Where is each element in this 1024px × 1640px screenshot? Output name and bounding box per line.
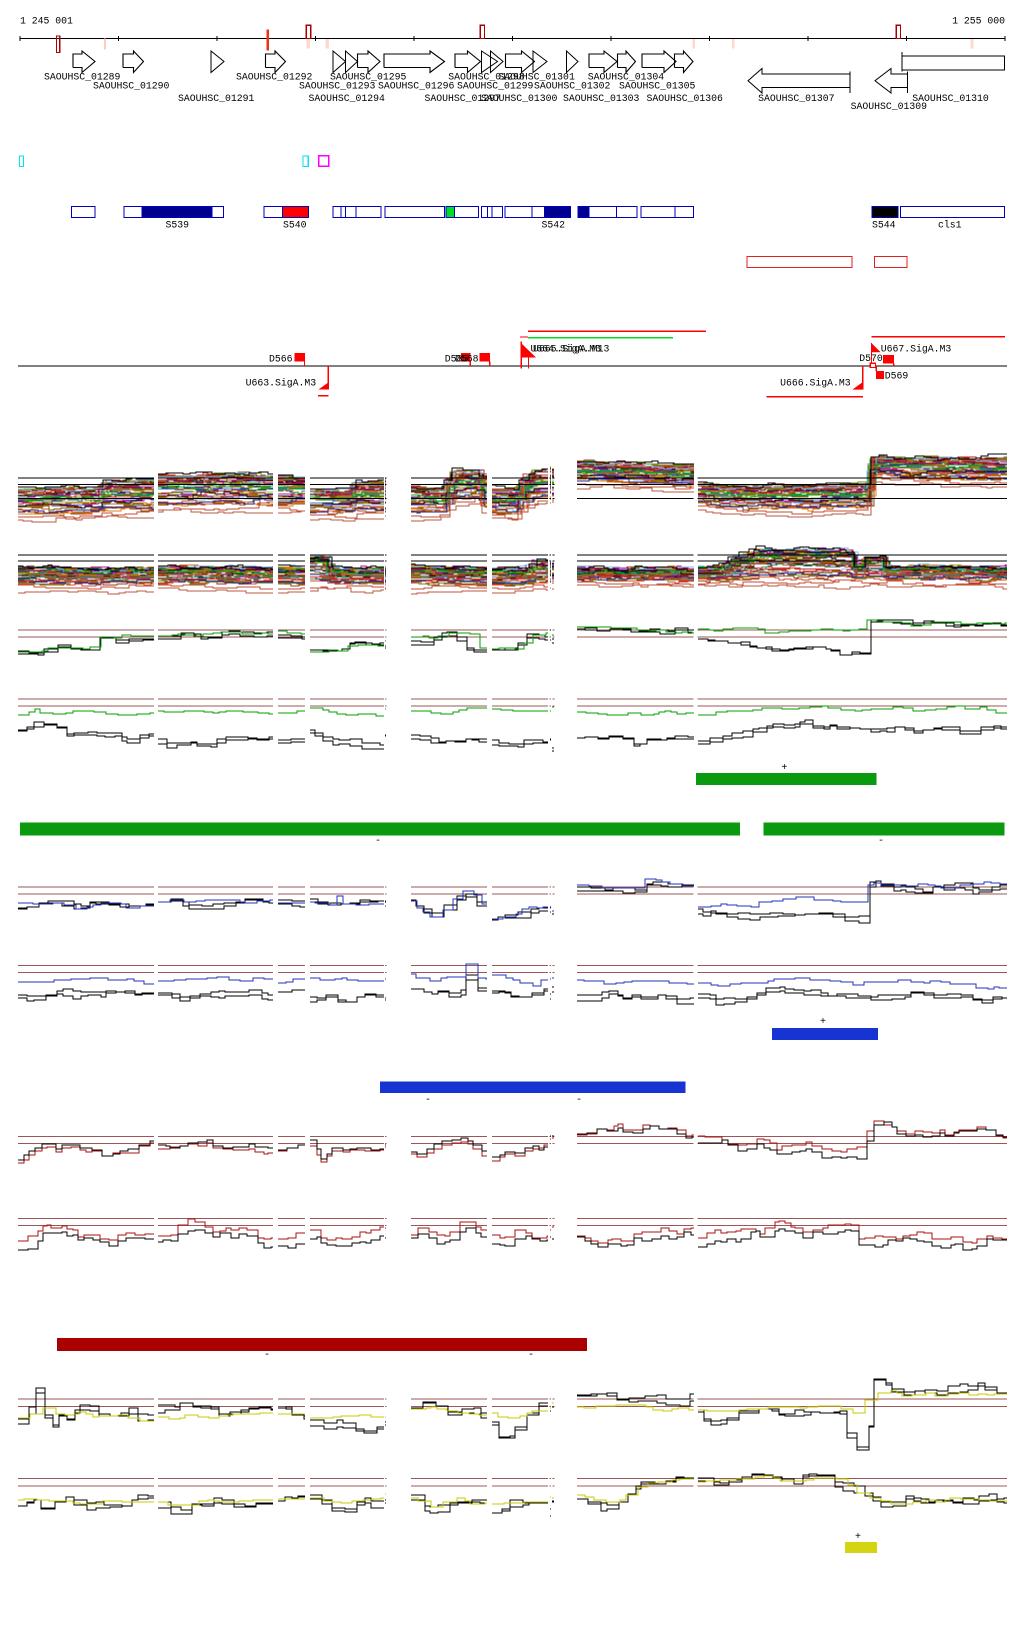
svg-text:SAOUHSC_01295: SAOUHSC_01295 [330,71,407,82]
svg-text:SAOUHSC_01301: SAOUHSC_01301 [498,71,575,82]
svg-text:SAOUHSC_01306: SAOUHSC_01306 [647,93,724,104]
svg-text:+: + [855,1532,861,1543]
svg-text:S544: S544 [872,219,896,230]
svg-text:SAOUHSC_01298: SAOUHSC_01298 [448,71,525,82]
svg-text:D568: D568 [455,353,479,364]
svg-text:-: - [375,836,381,847]
svg-text:SAOUHSC_01310: SAOUHSC_01310 [912,93,989,104]
svg-text:SAOUHSC_01293: SAOUHSC_01293 [299,80,376,91]
svg-text:SAOUHSC_01303: SAOUHSC_01303 [563,93,640,104]
svg-text:-: - [878,836,884,847]
svg-text:1 255 000: 1 255 000 [952,16,1005,27]
svg-text:-: - [576,1095,582,1106]
svg-text:U665.SigA.M13: U665.SigA.M13 [533,344,610,355]
svg-text:-: - [425,1095,431,1106]
svg-text:SAOUHSC_01309: SAOUHSC_01309 [851,101,928,112]
svg-text:U663.SigA.M3: U663.SigA.M3 [246,378,317,389]
svg-text:U664.SigA.M3: U664.SigA.M3 [531,344,602,355]
svg-text:SAOUHSC_01289: SAOUHSC_01289 [44,71,121,82]
svg-text:U666.SigA.M3: U666.SigA.M3 [780,378,851,389]
svg-text:D570: D570 [859,353,883,364]
svg-text:SAOUHSC_01304: SAOUHSC_01304 [588,71,665,82]
svg-text:SAOUHSC_01290: SAOUHSC_01290 [93,80,170,91]
svg-text:SAOUHSC_01292: SAOUHSC_01292 [236,71,313,82]
svg-text:SAOUHSC_01297: SAOUHSC_01297 [425,93,502,104]
svg-text:1 245 001: 1 245 001 [20,16,73,27]
svg-text:SAOUHSC_01294: SAOUHSC_01294 [309,93,386,104]
svg-text:SAOUHSC_01307: SAOUHSC_01307 [758,93,835,104]
svg-text:S539: S539 [166,219,190,230]
svg-text:S542: S542 [542,219,566,230]
svg-text:SAOUHSC_01302: SAOUHSC_01302 [534,80,611,91]
svg-text:SAOUHSC_01296: SAOUHSC_01296 [378,80,455,91]
svg-text:D566: D566 [269,353,293,364]
svg-text:+: + [781,763,787,774]
svg-text:-: - [264,1350,270,1361]
svg-text:U667.SigA.M3: U667.SigA.M3 [881,344,952,355]
svg-text:S540: S540 [283,219,307,230]
svg-text:SAOUHSC_01305: SAOUHSC_01305 [619,80,696,91]
svg-text:cls1: cls1 [938,219,962,230]
svg-text:D585: D585 [445,353,469,364]
svg-text:+: + [820,1017,826,1028]
svg-text:D569: D569 [885,370,909,381]
svg-text:SAOUHSC_01300: SAOUHSC_01300 [481,93,558,104]
svg-text:SAOUHSC_01291: SAOUHSC_01291 [178,93,255,104]
svg-text:SAOUHSC_01299: SAOUHSC_01299 [457,80,534,91]
svg-text:-: - [528,1350,534,1361]
